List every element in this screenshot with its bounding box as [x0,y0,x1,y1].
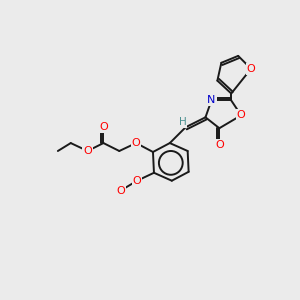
Text: O: O [247,64,255,74]
Text: O: O [132,138,140,148]
Text: O: O [133,176,142,186]
Text: N: N [207,95,216,106]
Text: O: O [237,110,245,120]
Text: H: H [179,117,187,127]
Text: O: O [83,146,92,156]
Text: O: O [215,140,224,150]
Text: O: O [99,122,108,132]
Text: O: O [116,186,125,196]
